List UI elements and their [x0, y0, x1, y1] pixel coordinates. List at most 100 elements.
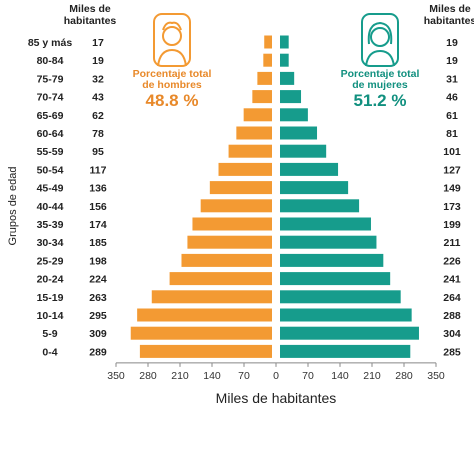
women-value-3: 46: [446, 92, 458, 104]
age-group-label-1: 80-84: [37, 55, 64, 67]
men-value-11: 185: [89, 237, 107, 249]
men-value-9: 156: [89, 201, 107, 213]
women-value-14: 264: [443, 292, 461, 304]
bar-men-7: [218, 162, 272, 176]
x-tick-label-5: 0: [273, 370, 279, 382]
bar-women-11: [280, 235, 377, 249]
age-group-label-15: 10-14: [37, 310, 64, 322]
men-value-1: 19: [92, 55, 104, 67]
men-value-7: 117: [90, 164, 107, 176]
x-tick-label-1: 280: [139, 370, 157, 382]
bar-women-1: [280, 53, 289, 67]
men-percentage-label: Porcentaje total de hombres: [133, 68, 212, 91]
age-group-label-13: 20-24: [37, 274, 64, 286]
men-value-5: 78: [92, 128, 104, 140]
age-group-label-7: 50-54: [37, 164, 64, 176]
bar-women-15: [280, 308, 412, 322]
men-value-4: 62: [92, 110, 104, 122]
bar-men-15: [137, 308, 272, 322]
men-value-14: 263: [89, 292, 107, 304]
age-group-label-6: 55-59: [37, 146, 64, 158]
women-value-12: 226: [443, 255, 461, 267]
women-value-15: 288: [443, 310, 461, 322]
men-value-3: 43: [92, 92, 104, 104]
bar-men-12: [181, 253, 272, 267]
bar-men-2: [257, 71, 272, 85]
bar-women-12: [280, 253, 384, 267]
age-group-label-14: 15-19: [37, 292, 64, 304]
x-tick-label-10: 350: [427, 370, 445, 382]
bar-women-8: [280, 181, 349, 195]
man-silhouette-icon: [153, 13, 191, 67]
women-value-4: 61: [446, 110, 458, 122]
woman-silhouette-icon: [361, 13, 399, 67]
age-group-label-2: 75-79: [37, 73, 64, 85]
bar-women-13: [280, 272, 391, 286]
bar-men-4: [243, 108, 272, 122]
x-tick-label-3: 140: [203, 370, 221, 382]
women-value-6: 101: [443, 146, 461, 158]
x-tick-label-8: 210: [363, 370, 381, 382]
bar-men-1: [263, 53, 272, 67]
men-value-13: 224: [89, 274, 107, 286]
women-value-5: 81: [446, 128, 458, 140]
men-value-15: 295: [89, 310, 107, 322]
column-headers: Miles de habitantes Miles de habitantes: [64, 3, 474, 27]
women-percentage-value: 51.2 %: [354, 91, 407, 110]
x-axis: Grupos de edad 350 280 210 140 70 0 70 140 210 280…: [7, 167, 445, 406]
men-value-2: 32: [92, 73, 104, 85]
age-group-label-9: 40-44: [37, 201, 64, 213]
age-group-label-4: 65-69: [37, 110, 64, 122]
women-value-8: 149: [443, 183, 461, 195]
x-tick-label-4: 70: [238, 370, 250, 382]
bars-group: [130, 35, 419, 358]
age-group-label-8: 45-49: [37, 183, 64, 195]
age-group-label-16: 5-9: [42, 328, 57, 340]
bar-men-6: [228, 144, 272, 158]
women-value-1: 19: [446, 55, 458, 67]
age-group-label-5: 60-64: [37, 128, 64, 140]
men-value-8: 136: [89, 183, 107, 195]
bar-women-4: [280, 108, 308, 122]
women-value-0: 19: [446, 37, 458, 49]
bar-women-10: [280, 217, 371, 231]
men-value-10: 174: [89, 219, 107, 231]
bar-men-13: [169, 272, 272, 286]
men-value-16: 309: [89, 328, 107, 340]
women-value-13: 241: [443, 274, 461, 286]
age-group-label-10: 35-39: [37, 219, 64, 231]
women-value-17: 285: [443, 346, 461, 358]
bar-men-5: [236, 126, 272, 140]
left-column-header: Miles de habitantes: [64, 3, 117, 27]
bar-women-0: [280, 35, 289, 49]
women-value-7: 127: [443, 164, 461, 176]
men-value-6: 95: [92, 146, 104, 158]
bar-men-16: [130, 326, 272, 340]
age-group-label-17: 0-4: [42, 346, 57, 358]
right-column-header: Miles de habitantes: [424, 3, 474, 27]
men-percentage-value: 48.8 %: [146, 91, 199, 110]
women-value-2: 31: [446, 73, 458, 85]
bar-women-3: [280, 90, 302, 104]
age-group-label-12: 25-29: [37, 255, 64, 267]
bar-men-17: [139, 344, 272, 358]
age-group-label-0: 85 y más: [28, 37, 73, 49]
x-tick-label-6: 70: [302, 370, 314, 382]
x-tick-label-7: 140: [331, 370, 349, 382]
x-tick-label-2: 210: [171, 370, 189, 382]
bar-women-2: [280, 71, 295, 85]
x-tick-label-0: 350: [107, 370, 125, 382]
women-value-11: 211: [444, 237, 461, 249]
women-value-10: 199: [443, 219, 461, 231]
bar-women-6: [280, 144, 327, 158]
bar-women-9: [280, 199, 360, 213]
bar-women-17: [280, 344, 411, 358]
men-value-12: 198: [89, 255, 107, 267]
age-group-label-3: 70-74: [37, 92, 64, 104]
bar-men-3: [252, 90, 272, 104]
x-tick-label-9: 280: [395, 370, 413, 382]
bar-men-14: [151, 290, 272, 304]
bar-men-9: [200, 199, 272, 213]
